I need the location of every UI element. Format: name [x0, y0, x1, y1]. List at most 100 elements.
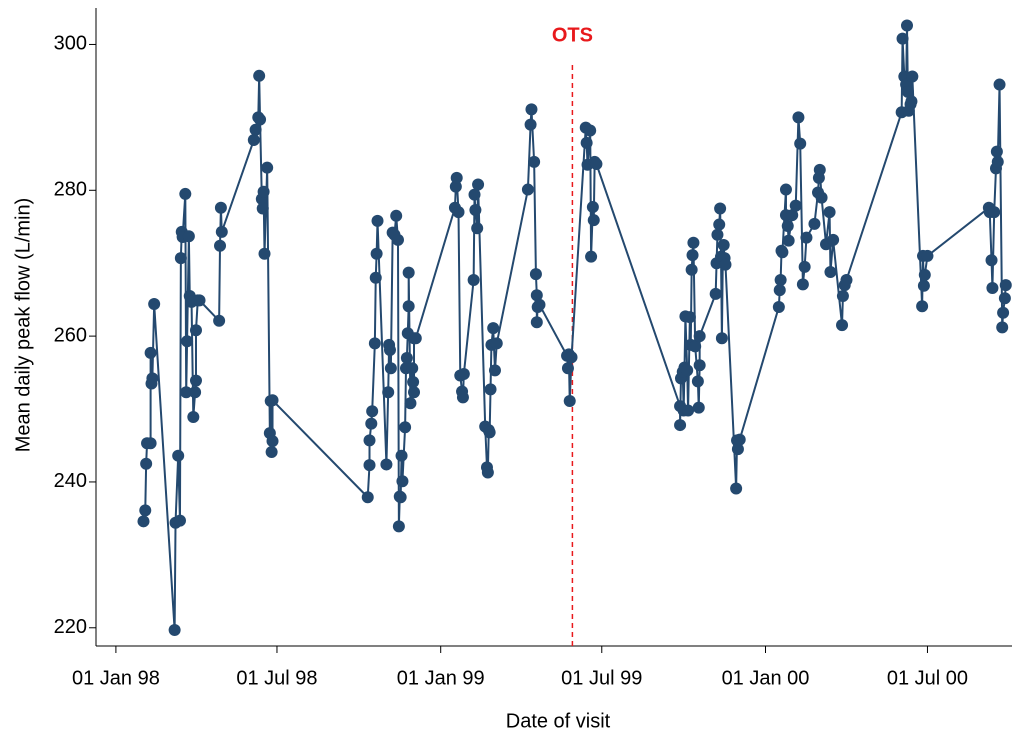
- data-point: [709, 287, 722, 300]
- data-point: [584, 124, 597, 137]
- data-point: [406, 362, 419, 375]
- data-point: [266, 435, 279, 448]
- x-tick-label: 01 Jul 99: [561, 667, 642, 689]
- data-point: [782, 234, 795, 247]
- data-point: [840, 273, 853, 286]
- data-point: [990, 145, 1003, 158]
- data-point: [521, 183, 534, 196]
- data-point: [585, 250, 598, 263]
- data-point: [396, 475, 409, 488]
- data-point: [921, 249, 934, 262]
- data-point: [468, 188, 481, 201]
- data-point: [772, 300, 785, 313]
- data-point: [452, 206, 465, 219]
- data-point: [776, 246, 789, 259]
- data-point: [182, 230, 195, 243]
- data-point: [808, 217, 821, 230]
- data-point: [530, 316, 543, 329]
- data-point: [395, 449, 408, 462]
- data-point: [528, 155, 541, 168]
- data-point: [713, 218, 726, 231]
- data-point: [380, 458, 393, 471]
- data-point: [265, 446, 278, 459]
- data-point: [402, 266, 415, 279]
- data-point: [173, 514, 186, 527]
- data-point: [144, 346, 157, 359]
- data-point: [213, 314, 226, 327]
- data-point: [714, 202, 727, 215]
- data-point: [384, 362, 397, 375]
- data-point: [563, 395, 576, 408]
- data-point: [180, 386, 193, 399]
- data-point: [719, 258, 732, 271]
- data-point: [407, 376, 420, 389]
- data-point: [363, 459, 376, 472]
- data-point: [490, 337, 503, 350]
- data-point: [148, 298, 161, 311]
- x-axis-title: Date of visit: [506, 710, 611, 732]
- data-point: [798, 260, 811, 273]
- data-point: [774, 273, 787, 286]
- x-tick-label: 01 Jan 99: [397, 667, 485, 689]
- data-point: [836, 290, 849, 303]
- data-point: [187, 411, 200, 424]
- x-tick-label: 01 Jan 00: [722, 667, 810, 689]
- data-point: [988, 206, 1001, 219]
- data-point: [730, 482, 743, 495]
- data-point: [916, 300, 929, 313]
- data-point: [999, 279, 1012, 292]
- y-axis-title: Mean daily peak flow (L/min): [12, 198, 34, 453]
- data-point: [172, 449, 185, 462]
- data-point: [409, 332, 422, 345]
- data-point: [402, 300, 415, 313]
- data-point: [214, 201, 227, 214]
- data-point: [918, 268, 931, 281]
- data-point: [146, 372, 159, 385]
- data-point: [363, 434, 376, 447]
- data-point: [137, 515, 150, 528]
- data-point: [193, 294, 206, 307]
- data-point: [450, 171, 463, 184]
- data-point: [472, 178, 485, 191]
- data-point: [383, 343, 396, 356]
- data-point: [266, 394, 279, 407]
- data-point: [215, 225, 228, 238]
- data-point: [179, 187, 192, 200]
- data-point: [717, 238, 730, 251]
- data-point: [144, 437, 157, 450]
- data-point: [800, 231, 813, 244]
- data-point: [580, 136, 593, 149]
- data-point: [174, 252, 187, 265]
- data-point: [827, 233, 840, 246]
- data-point: [993, 78, 1006, 91]
- data-point: [900, 19, 913, 32]
- data-point: [487, 322, 500, 335]
- annotation-label: OTS: [552, 24, 593, 46]
- data-point: [391, 233, 404, 246]
- data-point: [773, 284, 786, 297]
- data-point: [905, 95, 918, 108]
- data-point: [815, 191, 828, 204]
- data-point: [449, 180, 462, 193]
- data-point: [214, 239, 227, 252]
- data-point: [189, 374, 202, 387]
- data-point: [823, 206, 836, 219]
- data-point: [392, 520, 405, 533]
- data-point: [693, 359, 706, 372]
- y-tick-label: 220: [54, 616, 87, 638]
- data-point: [530, 289, 543, 302]
- y-tick-label: 280: [54, 179, 87, 201]
- data-point: [524, 118, 537, 131]
- data-point: [689, 340, 702, 353]
- x-tick-label: 01 Jul 00: [887, 667, 968, 689]
- data-point: [796, 278, 809, 291]
- data-point: [683, 311, 696, 324]
- data-point: [456, 391, 469, 404]
- y-tick-label: 240: [54, 470, 87, 492]
- y-tick-label: 300: [54, 33, 87, 55]
- data-point: [261, 161, 274, 174]
- data-point: [404, 397, 417, 410]
- y-tick-label: 260: [54, 324, 87, 346]
- data-point: [997, 306, 1010, 319]
